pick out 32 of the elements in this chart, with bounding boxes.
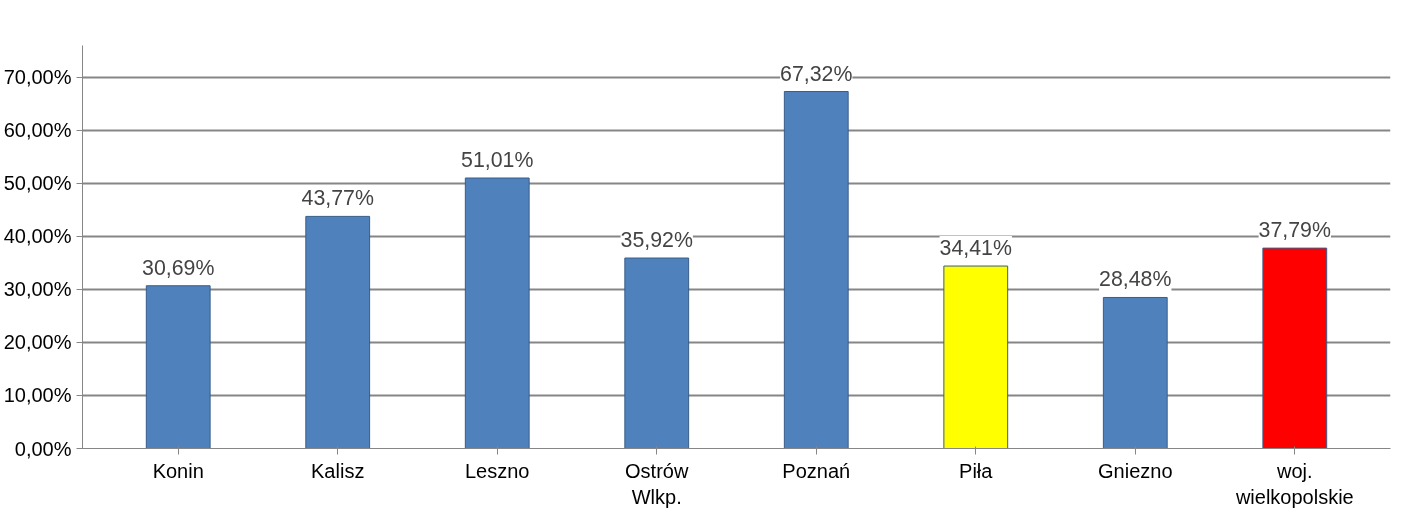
y-tick-label: 50,00% [3, 172, 72, 195]
x-tick-label: Piła [959, 459, 994, 482]
bar [783, 91, 849, 449]
data-label: 37,79% [1258, 218, 1331, 243]
y-tick-label: 70,00% [3, 66, 72, 89]
y-tick-label: 40,00% [3, 225, 72, 248]
bar [943, 265, 1009, 449]
y-tick-label: 20,00% [3, 331, 72, 354]
bar [1102, 296, 1168, 449]
y-tick-label: 10,00% [3, 384, 72, 407]
bar [464, 177, 530, 449]
x-tick-label: Gniezno [1098, 459, 1173, 482]
y-tick-label: 60,00% [3, 119, 72, 142]
data-label: 67,32% [780, 61, 853, 86]
y-tick-label: 30,00% [3, 278, 72, 301]
x-tick-label: Ostrów Wlkp. [625, 459, 689, 508]
data-label: 35,92% [620, 228, 693, 253]
x-tick-label: woj. wielkopolskie [1234, 459, 1354, 508]
bar [145, 285, 211, 449]
data-label: 28,48% [1099, 267, 1172, 292]
bar [305, 215, 371, 449]
bar [1262, 247, 1328, 449]
x-tick-label: Leszno [464, 459, 530, 482]
data-label: 30,69% [142, 255, 215, 280]
x-tick-label: Kalisz [311, 459, 365, 482]
data-label: 34,41% [939, 236, 1012, 261]
x-tick-label: Poznań [782, 459, 851, 482]
y-tick-label: 0,00% [14, 437, 72, 460]
data-label: 43,77% [301, 186, 374, 211]
data-label: 51,01% [461, 148, 534, 173]
bar [624, 257, 690, 449]
x-tick-label: Konin [152, 459, 204, 482]
